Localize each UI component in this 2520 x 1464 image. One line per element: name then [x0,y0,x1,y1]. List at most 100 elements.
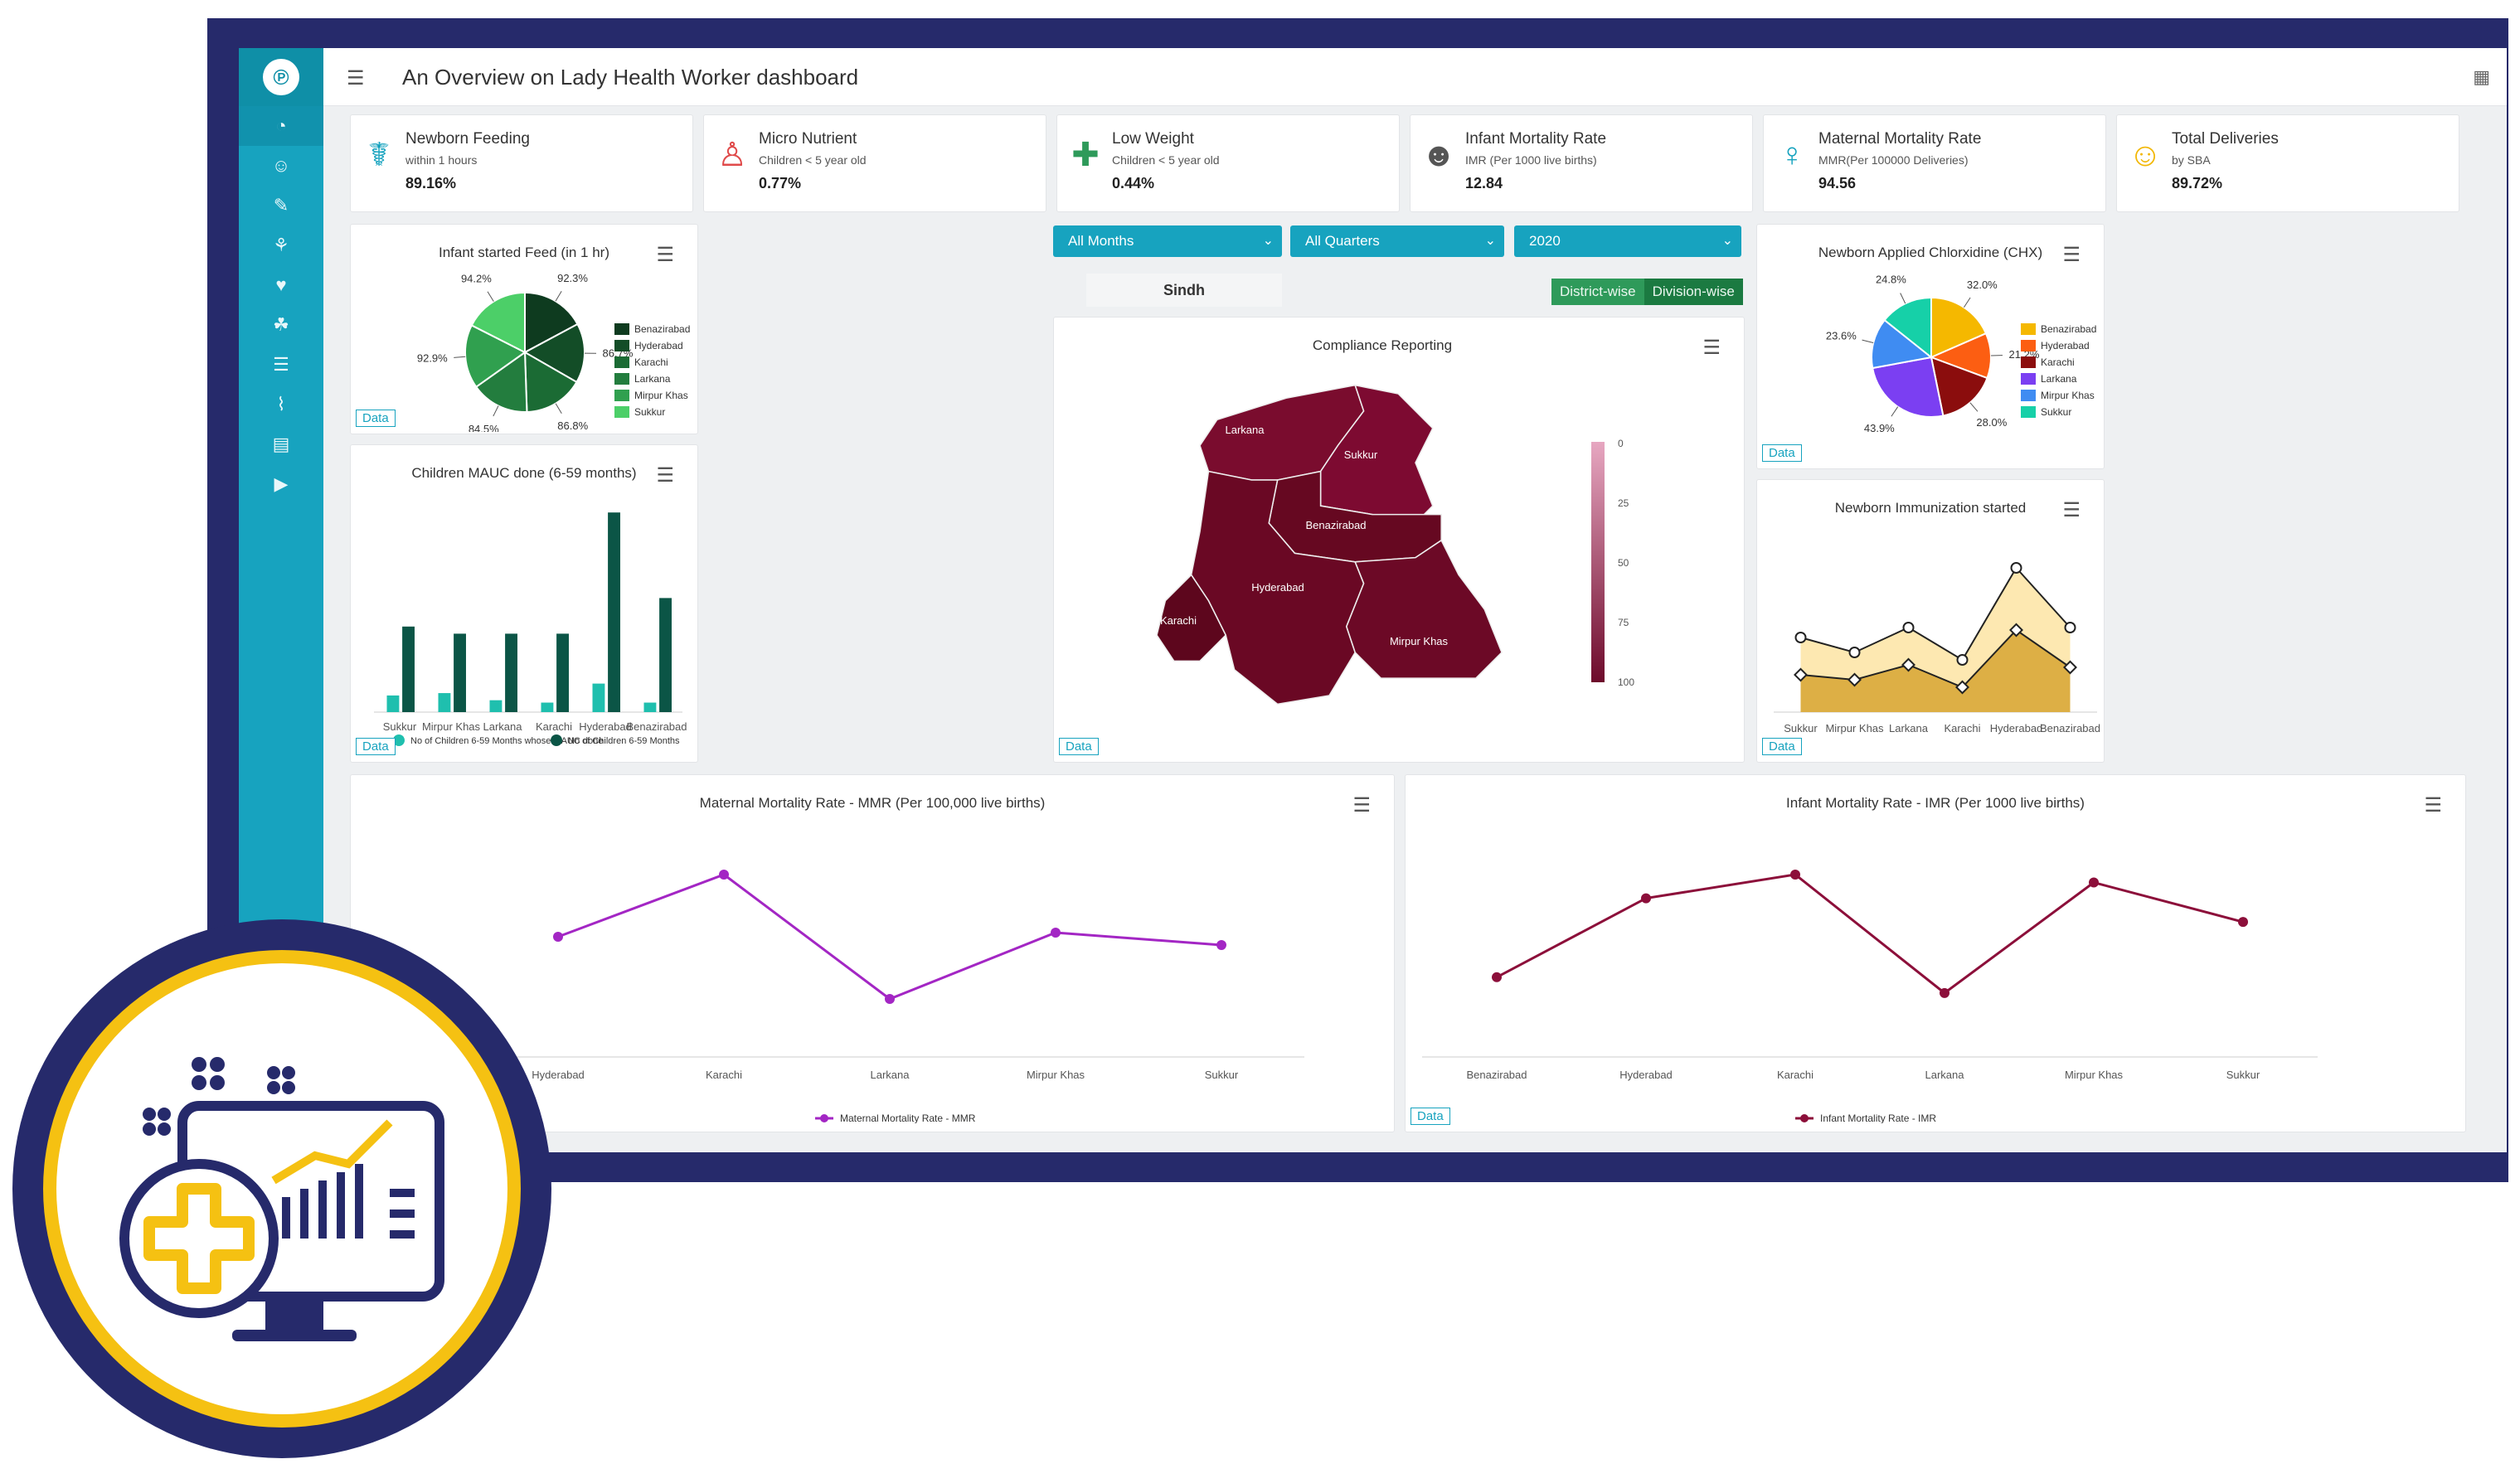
pie-slice[interactable] [470,291,526,354]
bar[interactable] [454,633,466,712]
stat-card[interactable]: ♀ Maternal Mortality Rate MMR(Per 100000… [1763,114,2106,212]
grid-icon[interactable]: ▦ [2473,66,2490,87]
data-point[interactable] [1956,654,1969,666]
data-point[interactable] [1794,632,1807,643]
months-select[interactable]: All Months ⌄ [1053,225,1282,257]
hamburger-icon[interactable]: ☰ [347,67,365,90]
data-point[interactable] [1216,940,1226,950]
chart-icon[interactable]: ⌇ [276,394,286,414]
data-button[interactable]: Data [356,410,396,427]
district-wise-button[interactable]: District-wise [1551,279,1644,305]
bar[interactable] [643,702,657,712]
data-point[interactable] [2010,562,2022,574]
data-point[interactable] [2238,917,2248,928]
legend-item[interactable]: Karachi [614,354,690,371]
user-icon[interactable]: ☺ [271,155,291,176]
data-point[interactable] [1848,672,1862,687]
data-point[interactable] [1794,667,1808,682]
pie-slice[interactable] [464,324,527,389]
bar[interactable] [556,633,569,712]
data-point[interactable] [2009,623,2023,637]
bar[interactable] [438,693,451,712]
database-icon[interactable]: ☰ [273,354,289,375]
pie-slice[interactable] [522,322,585,384]
legend-item[interactable]: Mirpur Khas [614,387,690,404]
legend-item[interactable]: Sukkur [614,404,690,420]
chart-menu-icon[interactable]: ☰ [2062,499,2081,521]
data-button[interactable]: Data [1762,444,1802,462]
chart-menu-icon[interactable]: ☰ [1702,337,1721,359]
legend-item[interactable]: Mirpur Khas [2021,387,2096,404]
legend-item[interactable]: Benazirabad [2021,321,2096,337]
stat-card[interactable]: ☻ Infant Mortality Rate IMR (Per 1000 li… [1410,114,1753,212]
data-point[interactable] [1902,622,1915,633]
heart-icon[interactable]: ♥ [275,274,287,295]
lungs-icon[interactable]: ☘ [273,314,289,335]
legend-item[interactable]: Larkana [2021,371,2096,387]
bar[interactable] [659,598,672,712]
data-point[interactable] [1901,657,1915,672]
data-point[interactable] [553,932,563,942]
bar[interactable] [608,512,620,712]
mauc-bar-chart: Sukkur Mirpur Khas Larkana Karachi Hyderabad… [374,512,687,746]
division-wise-button[interactable]: Division-wise [1644,279,1743,305]
map-district[interactable] [1345,539,1503,679]
stat-card[interactable]: ☺ Total Deliveries by SBA 89.72% [2116,114,2459,212]
syringe-icon[interactable]: ✎ [273,195,289,216]
chart-menu-icon[interactable]: ☰ [656,244,674,266]
legend-item[interactable]: Hyderabad [614,337,690,354]
legend-item[interactable]: Sukkur [2021,404,2096,420]
data-point[interactable] [2064,622,2076,633]
map-district[interactable] [1156,574,1227,662]
bar[interactable] [402,626,415,712]
data-point[interactable] [1641,893,1651,904]
data-button[interactable]: Data [1762,738,1802,755]
data-point[interactable] [719,870,729,880]
data-button[interactable]: Data [1059,738,1099,755]
pie-slice[interactable] [524,291,579,354]
data-point[interactable] [1955,680,1969,695]
dashboard-icon[interactable]: ◔ [239,106,323,146]
bar[interactable] [386,695,400,712]
pie-slice[interactable] [523,351,578,413]
legend-label[interactable]: No of Children 6-59 Months [568,736,680,746]
pie-slice[interactable] [1883,296,1932,360]
legend-label[interactable]: Maternal Mortality Rate - MMR [840,1113,976,1123]
chart-menu-icon[interactable]: ☰ [1352,794,1371,817]
data-point[interactable] [2063,660,2077,675]
legend-item[interactable]: Karachi [2021,354,2096,371]
data-point[interactable] [885,994,895,1004]
plant-icon[interactable]: ⚘ [273,235,289,255]
data-point[interactable] [1051,928,1061,938]
chart-menu-icon[interactable]: ☰ [2062,244,2081,266]
video-icon[interactable]: ▶ [274,473,289,494]
pie-slice[interactable] [1872,356,1945,418]
data-point[interactable] [1790,870,1800,880]
legend-label[interactable]: Infant Mortality Rate - IMR [1820,1113,1936,1123]
bar[interactable] [505,633,517,712]
chart-menu-icon[interactable]: ☰ [656,464,674,487]
legend-item[interactable]: Hyderabad [2021,337,2096,354]
app-logo[interactable]: ℗ [239,48,323,106]
data-button[interactable]: Data [356,738,396,755]
bar[interactable] [541,702,554,712]
data-point[interactable] [1492,972,1502,982]
quarters-select[interactable]: All Quarters ⌄ [1290,225,1504,257]
data-point[interactable] [1940,987,1949,998]
year-select[interactable]: 2020 ⌄ [1514,225,1741,257]
chart-menu-icon[interactable]: ☰ [2424,794,2442,817]
stat-card[interactable]: ☤ Newborn Feeding within 1 hours 89.16% [350,114,693,212]
pie-slice[interactable] [474,351,528,413]
legend-item[interactable]: Benazirabad [614,321,690,337]
bar[interactable] [592,683,605,712]
data-point[interactable] [2089,877,2099,888]
stat-card[interactable]: ♙ Micro Nutrient Children < 5 year old 0… [703,114,1046,212]
pie-slice[interactable] [1871,318,1934,370]
book-icon[interactable]: ▤ [272,434,290,454]
legend-item[interactable]: Larkana [614,371,690,387]
bar[interactable] [489,700,503,712]
pie-slice[interactable] [1930,356,1988,417]
data-button[interactable]: Data [1411,1108,1450,1125]
stat-card[interactable]: ✚ Low Weight Children < 5 year old 0.44% [1056,114,1400,212]
data-point[interactable] [1848,647,1861,658]
